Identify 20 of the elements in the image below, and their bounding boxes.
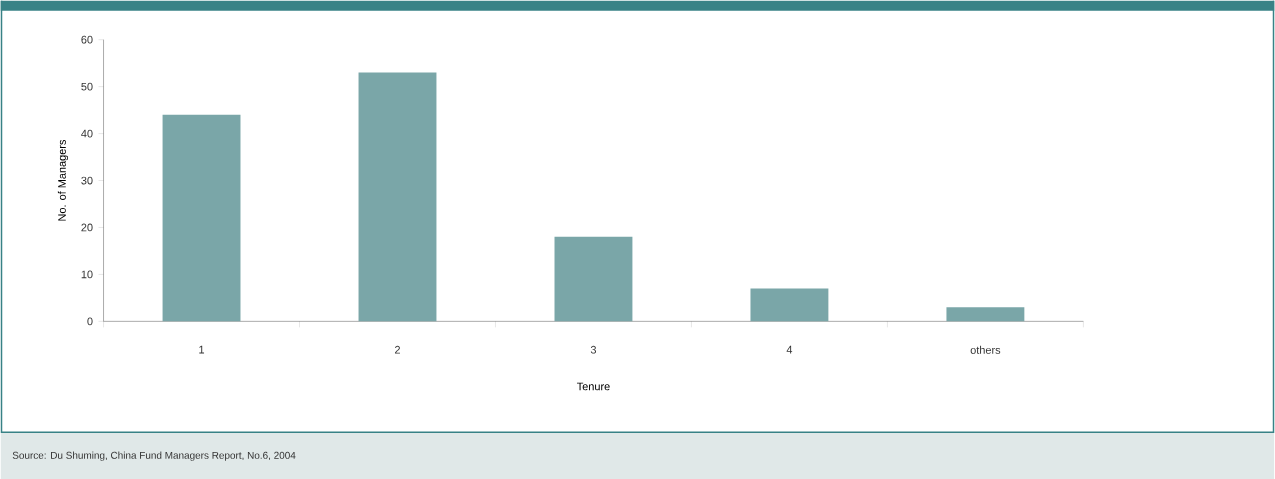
x-axis-title: Tenure [576,382,610,391]
x-tick-label: 1 [199,345,205,354]
x-tick-label: 4 [786,345,793,354]
y-tick-label: 50 [81,82,93,91]
x-tick-label: others [970,345,1001,354]
y-tick-label: 30 [81,176,93,185]
bar [358,72,437,322]
y-tick-label: 40 [81,129,93,138]
bar [554,236,633,322]
y-tick-label: 20 [81,223,93,232]
source-note: Source: Du Shuming, China Fund Managers Report, No.6, 2004 [12,451,296,461]
bar [946,307,1025,322]
y-tick-label: 10 [81,270,93,279]
bar [750,288,829,322]
y-axis-title: No. of Managers [57,139,69,221]
y-tick-label: 0 [87,317,93,326]
bar [162,114,241,322]
y-tick-label: 60 [81,35,93,44]
x-tick-label: 2 [395,345,400,354]
x-tick-label: 3 [590,345,597,354]
